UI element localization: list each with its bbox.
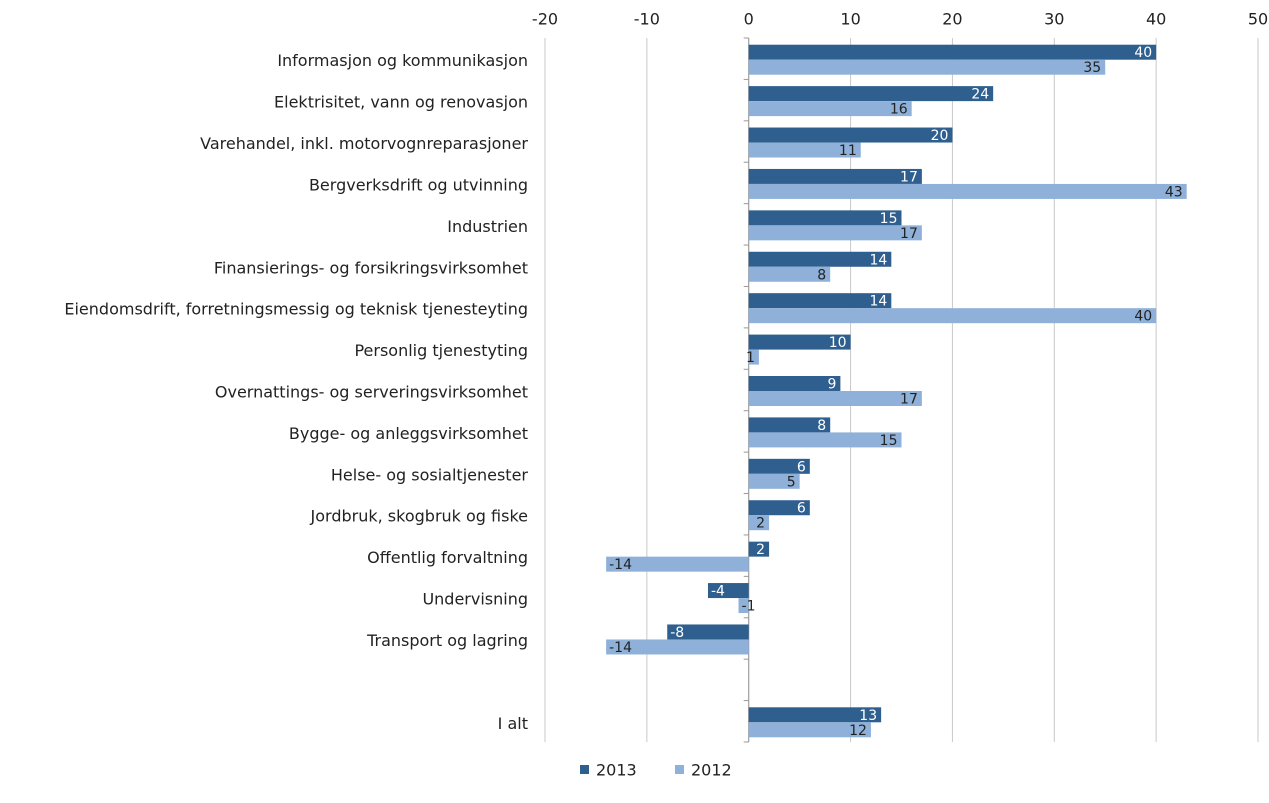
data-label: -14 bbox=[609, 557, 632, 573]
y-tick-label: Offentlig forvaltning bbox=[367, 548, 528, 567]
y-tick-label: Finansierings- og forsikringsvirksomhet bbox=[214, 258, 528, 277]
bar bbox=[748, 142, 861, 158]
y-tick-label: Eiendomsdrift, forretningsmessig og tekn… bbox=[64, 300, 528, 319]
y-tick-label: Transport og lagring bbox=[366, 631, 528, 650]
x-tick-label: 0 bbox=[744, 10, 754, 29]
data-label: 2 bbox=[756, 542, 765, 558]
y-tick-label: Bergverksdrift og utvinning bbox=[309, 175, 528, 194]
y-tick-label: Personlig tjenestyting bbox=[354, 341, 528, 360]
bar bbox=[748, 541, 770, 557]
bar bbox=[748, 417, 831, 433]
y-tick-label: Bygge- og anleggsvirksomhet bbox=[289, 424, 528, 443]
bar bbox=[748, 44, 1157, 60]
x-tick-label: 30 bbox=[1044, 10, 1064, 29]
bar bbox=[748, 349, 759, 365]
data-label: 1 bbox=[746, 350, 755, 366]
data-label: 35 bbox=[1083, 60, 1101, 76]
x-tick-label: 40 bbox=[1146, 10, 1166, 29]
bar bbox=[748, 458, 810, 474]
data-label: 14 bbox=[869, 252, 887, 268]
y-tick-label: Elektrisitet, vann og renovasjon bbox=[274, 93, 528, 112]
data-label: 8 bbox=[817, 418, 826, 434]
legend-swatch bbox=[675, 765, 684, 774]
data-label: 5 bbox=[787, 474, 796, 490]
y-tick-label: Helse- og sosialtjenester bbox=[331, 465, 529, 484]
data-label: 6 bbox=[797, 459, 806, 475]
bar bbox=[748, 308, 1157, 324]
y-tick-label: Overnattings- og serveringsvirksomhet bbox=[215, 383, 528, 402]
y-tick-label: Varehandel, inkl. motorvognreparasjoner bbox=[200, 134, 528, 153]
y-tick-label: Jordbruk, skogbruk og fiske bbox=[310, 507, 528, 526]
data-label: 17 bbox=[900, 169, 918, 185]
data-label: 15 bbox=[880, 433, 898, 449]
bar bbox=[748, 515, 770, 531]
bar bbox=[748, 432, 902, 448]
bar bbox=[748, 334, 851, 350]
x-tick-label: -20 bbox=[532, 10, 558, 29]
data-label: 20 bbox=[931, 128, 949, 144]
data-label: 17 bbox=[900, 392, 918, 408]
y-tick-label: Industrien bbox=[447, 217, 528, 236]
data-label: -14 bbox=[609, 640, 632, 656]
data-label: 10 bbox=[829, 335, 847, 351]
data-label: 9 bbox=[827, 377, 836, 393]
legend-label: 2012 bbox=[691, 761, 732, 780]
data-label: 43 bbox=[1165, 184, 1183, 200]
data-label: 13 bbox=[859, 708, 877, 724]
data-label: -1 bbox=[742, 599, 756, 615]
bar bbox=[748, 251, 892, 267]
bar bbox=[748, 473, 800, 489]
y-tick-label: I alt bbox=[498, 714, 528, 733]
bar bbox=[748, 59, 1106, 75]
data-label: 24 bbox=[971, 87, 989, 103]
data-label: 8 bbox=[817, 267, 826, 283]
bar bbox=[606, 556, 749, 572]
bar bbox=[748, 127, 953, 143]
data-label: 14 bbox=[869, 294, 887, 310]
data-label: -4 bbox=[711, 584, 725, 600]
y-tick-label: Informasjon og kommunikasjon bbox=[277, 51, 528, 70]
data-label: -8 bbox=[670, 625, 684, 641]
x-tick-label: 20 bbox=[942, 10, 962, 29]
data-label: 40 bbox=[1134, 309, 1152, 325]
bar bbox=[748, 391, 922, 406]
bar bbox=[738, 598, 749, 614]
bar bbox=[606, 639, 749, 655]
bar bbox=[748, 168, 922, 184]
data-label: 40 bbox=[1134, 45, 1152, 61]
data-label: 15 bbox=[880, 211, 898, 227]
legend-swatch bbox=[580, 765, 589, 774]
bar bbox=[748, 225, 922, 241]
legend-label: 2013 bbox=[596, 761, 637, 780]
bar bbox=[748, 293, 892, 309]
bar bbox=[748, 101, 912, 117]
bar bbox=[748, 210, 902, 226]
data-label: 12 bbox=[849, 723, 867, 739]
bar bbox=[748, 86, 994, 102]
bar bbox=[748, 722, 871, 738]
data-label: 2 bbox=[756, 516, 765, 532]
bar bbox=[748, 376, 841, 391]
bar bbox=[667, 624, 749, 640]
bar bbox=[748, 707, 882, 723]
x-tick-label: 50 bbox=[1248, 10, 1268, 29]
x-tick-label: -10 bbox=[634, 10, 660, 29]
data-label: 16 bbox=[890, 102, 908, 118]
data-label: 17 bbox=[900, 226, 918, 242]
data-label: 6 bbox=[797, 501, 806, 517]
bar bbox=[748, 183, 1187, 199]
bar bbox=[748, 266, 831, 282]
x-tick-label: 10 bbox=[840, 10, 860, 29]
y-tick-label: Undervisning bbox=[422, 590, 528, 609]
bar bbox=[707, 583, 749, 599]
data-label: 11 bbox=[839, 143, 857, 159]
bar bbox=[748, 500, 810, 516]
